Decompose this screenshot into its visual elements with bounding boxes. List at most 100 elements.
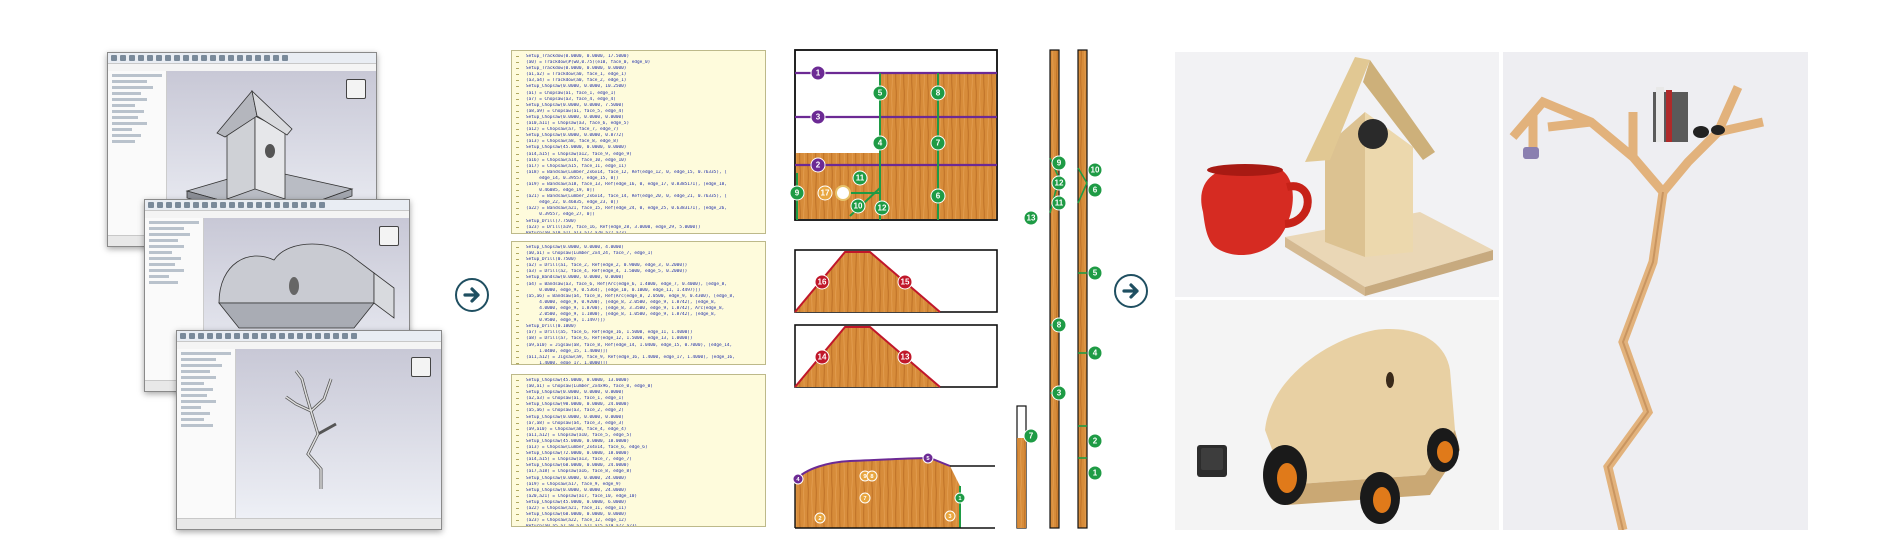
code-line: Setup_Chopsaw(72.0000, 0.0000, 18.0000) xyxy=(526,451,630,457)
code-line: (a11,a12) = Chopsaw(a10, face_5, edge_5) xyxy=(526,432,632,438)
gutter-mark xyxy=(515,72,521,78)
step-marker-label: 9 xyxy=(1057,159,1062,168)
step-marker-label: 5 xyxy=(1093,269,1098,278)
gutter-mark xyxy=(515,457,521,463)
gutter-mark xyxy=(515,500,521,506)
step-marker: 9 xyxy=(1051,155,1067,171)
code-panel-car: Setup_Chopsaw(0.0000, 0.0000, 4.0000) (a0… xyxy=(511,241,766,365)
gutter-mark xyxy=(515,103,521,109)
code-line: (a1,a2) = Trackdow(a0, face_1, edge_1) xyxy=(526,72,627,78)
step-marker-label: 5 xyxy=(926,456,930,462)
gutter-mark xyxy=(515,396,521,402)
code-line: (a11,a12) = Jigsaw(a9, face_9, Ref(edge_… xyxy=(526,354,735,360)
code-line: Setup_Chopsaw(45.0000, 0.0000, 0.0000) xyxy=(526,145,627,151)
gutter-mark xyxy=(515,294,521,300)
step-marker: 5 xyxy=(922,452,934,464)
code-line: (a22) = Bandsaw(a21, face_15, Ref(edge_2… xyxy=(526,206,727,212)
step-marker-label: 3 xyxy=(1057,389,1062,398)
step-marker-label: 1 xyxy=(816,69,821,78)
step-marker: 13 xyxy=(897,349,913,365)
navigation-cube-icon[interactable] xyxy=(411,357,431,377)
step-marker: 17 xyxy=(817,185,833,201)
cad-window-shelf xyxy=(176,330,442,530)
car-model xyxy=(218,243,395,338)
step-marker-label: 9 xyxy=(795,189,800,198)
gutter-mark xyxy=(515,176,521,182)
code-line: Setup_Drill(0.1000) xyxy=(526,324,577,330)
step-marker: 2 xyxy=(810,157,826,173)
code-line: (a2) = Drill(a1, face_2, Ref(edge_2, 0.9… xyxy=(526,263,688,269)
code-line: (a8,a9) = Chopsaw(a1, face_5, edge_4) xyxy=(526,108,624,114)
step-marker: 8 xyxy=(1051,317,1067,333)
code-line: (a21) = Bandsaw(Lumber_2x6x14, face_14, … xyxy=(526,194,727,200)
step-marker-label: 6 xyxy=(1093,186,1098,195)
step-marker-label: 11 xyxy=(856,174,865,183)
gutter-mark xyxy=(515,469,521,475)
code-line: (a19) = Chopsaw(a17, face_9, edge_9) xyxy=(526,481,622,487)
gutter-mark xyxy=(515,488,521,494)
code-line: 1.4000, edge_17, 1.0000)]) xyxy=(526,360,608,365)
gutter-mark xyxy=(515,463,521,469)
gutter-mark xyxy=(515,415,521,421)
gutter-mark xyxy=(515,506,521,512)
code-line: (a12) = Chopsaw(a7, face_7, edge_7) xyxy=(526,127,619,133)
code-line: (a4) = Bandsaw(a3, face_6, Ref(Arc(edge_… xyxy=(526,281,727,287)
code-line: Setup_Trackdow(0.0000, 0.0000, 0.0000) xyxy=(526,66,627,72)
step-marker: 5 xyxy=(1087,265,1103,281)
navigation-cube-icon[interactable] xyxy=(379,226,399,246)
gutter-mark xyxy=(515,275,521,281)
step-marker: 13 xyxy=(1023,210,1039,226)
cad-toolbar[interactable] xyxy=(177,331,441,342)
step-marker: 1 xyxy=(1087,465,1103,481)
gutter-mark xyxy=(515,312,521,318)
code-line: Setup_Chopsaw(0.0000, 0.0000, 7.5000) xyxy=(526,102,624,108)
gutter-mark xyxy=(515,127,521,133)
code-line: (a14,a15) = Chopsaw(a13, face_7, edge_7) xyxy=(526,457,632,463)
step-marker: 4 xyxy=(792,473,804,485)
gutter-mark xyxy=(515,84,521,90)
code-line: 0.0000, edge_9, 0.5364), [edge_10, 0.100… xyxy=(526,287,701,293)
gutter-mark xyxy=(515,288,521,294)
gutter-mark xyxy=(515,133,521,139)
cad-model-tree[interactable] xyxy=(177,349,236,519)
step-marker-label: 2 xyxy=(818,516,821,522)
cad-toolbar[interactable] xyxy=(145,200,409,211)
navigation-cube-icon[interactable] xyxy=(346,79,366,99)
code-line: Return(a9,a10,a11,a13,a17,a20,a22,a23) xyxy=(526,230,627,234)
cad-model-tree[interactable] xyxy=(108,71,167,236)
code-line: Setup_Chopsaw(0.0000, 0.0000, 24.0000) xyxy=(526,487,627,493)
step-marker-label: 8 xyxy=(936,89,941,98)
gutter-mark xyxy=(515,408,521,414)
step-marker: 7 xyxy=(1023,428,1039,444)
gutter-mark xyxy=(515,269,521,275)
gutter-mark xyxy=(515,390,521,396)
code-line: (a9,a10) = Chopsaw(a8, face_4, edge_4) xyxy=(526,426,627,432)
gutter-mark xyxy=(515,330,521,336)
cad-toolbar[interactable] xyxy=(108,53,376,64)
step-marker-label: 8 xyxy=(870,474,874,480)
code-line: (a1) = Chopsaw(a1, face_1, edge_1) xyxy=(526,90,616,96)
gutter-mark xyxy=(515,402,521,408)
gutter-mark xyxy=(515,494,521,500)
cad-3d-viewport[interactable] xyxy=(236,349,441,519)
code-line: (a9,a10) = Jigsaw(a8, face_8, Ref(edge_1… xyxy=(526,342,733,348)
gutter-mark xyxy=(515,66,521,72)
step-marker: 14 xyxy=(814,349,830,365)
step-marker: 7 xyxy=(930,135,946,151)
code-line: Setup_Chopsaw(45.0000, 0.0000, 18.0000) xyxy=(526,438,630,444)
step-marker: 1 xyxy=(810,65,826,81)
step-marker-label: 10 xyxy=(1091,166,1100,175)
code-line: (a8) = Drill(a7, face_6, Ref(edge_12, 1.… xyxy=(526,336,693,342)
code-line: (a7,a8) = Chopsaw(a4, face_3, edge_3) xyxy=(526,420,624,426)
step-marker: 3 xyxy=(944,510,956,522)
step-marker: 5 xyxy=(872,85,888,101)
step-marker-label: 6 xyxy=(936,192,941,201)
code-line: (a17,a18) = Chopsaw(a16, face_8, edge_8) xyxy=(526,469,632,475)
step-marker: 8 xyxy=(930,85,946,101)
gutter-mark xyxy=(515,200,521,206)
step-marker-label: 4 xyxy=(796,477,800,483)
step-marker-label: 10 xyxy=(854,202,863,211)
code-line: (a0,a1) = Chopsaw(Lumber_2x4x96, face_0,… xyxy=(526,384,653,390)
arrow-right-circle-icon xyxy=(1114,274,1148,308)
step-marker: 4 xyxy=(872,135,888,151)
